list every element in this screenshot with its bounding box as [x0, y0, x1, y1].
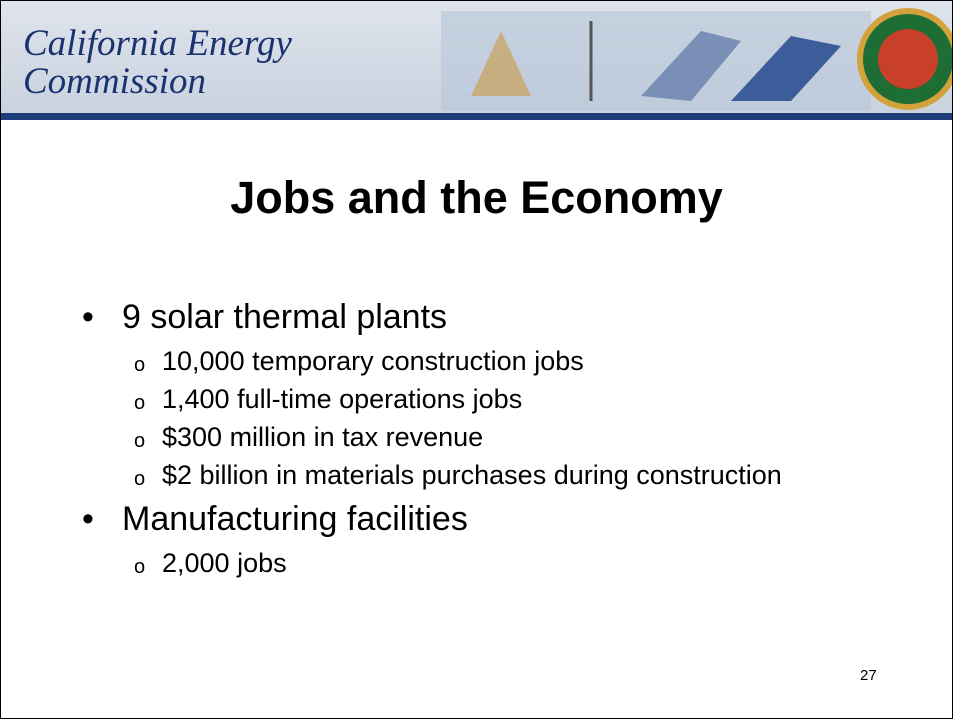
banner-bar: [1, 113, 952, 120]
sub-bullet: 1,400 full-time operations jobs: [82, 380, 802, 422]
sub-bullet: 2,000 jobs: [82, 544, 802, 586]
sub-bullet: 10,000 temporary construction jobs: [82, 342, 802, 384]
org-line: Commission: [23, 61, 206, 102]
sub-bullet: $2 billion in materials purchases during…: [82, 456, 802, 498]
sub-bullet: $300 million in tax revenue: [82, 418, 802, 460]
page-number: 27: [860, 667, 877, 684]
slide-title: Jobs and the Economy: [230, 172, 723, 223]
org-line: California Energy: [23, 23, 292, 64]
bullet: Manufacturing facilities: [82, 494, 802, 544]
bullet-list: 9 solar thermal plants10,000 temporary c…: [82, 292, 802, 586]
banner: California Energy Commission: [1, 1, 952, 119]
bullet: 9 solar thermal plants: [82, 292, 802, 342]
org-name: California Energy Commission: [23, 25, 292, 101]
banner-art: [441, 8, 952, 111]
